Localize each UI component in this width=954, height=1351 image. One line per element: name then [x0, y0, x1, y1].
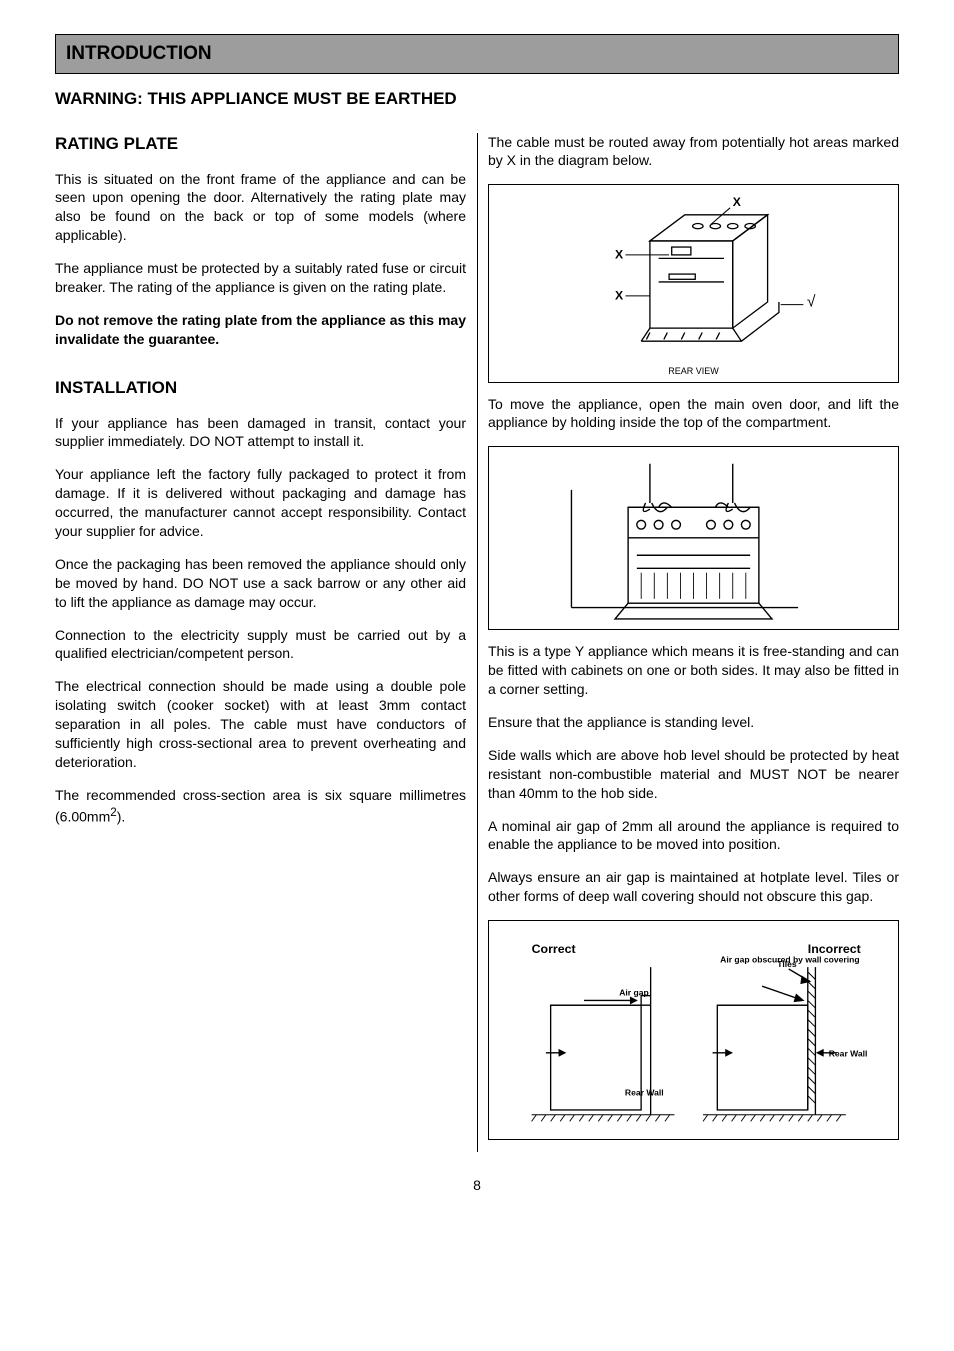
- side-walls-text: Side walls which are above hob level sho…: [488, 746, 899, 803]
- air-gap-text: A nominal air gap of 2mm all around the …: [488, 817, 899, 855]
- column-divider: [477, 133, 478, 1153]
- installation-heading: INSTALLATION: [55, 377, 466, 400]
- rating-plate-p2: The appliance must be protected by a sui…: [55, 259, 466, 297]
- move-appliance-text: To move the appliance, open the main ove…: [488, 395, 899, 433]
- page: INTRODUCTION WARNING: THIS APPLIANCE MUS…: [0, 0, 954, 1225]
- rear-view-caption: REAR VIEW: [497, 365, 890, 377]
- rating-plate-warning: Do not remove the rating plate from the …: [55, 311, 466, 349]
- type-y-text: This is a type Y appliance which means i…: [488, 642, 899, 699]
- installation-p4: Connection to the electricity supply mus…: [55, 626, 466, 664]
- installation-p1: If your appliance has been damaged in tr…: [55, 414, 466, 452]
- svg-text:X: X: [733, 195, 742, 209]
- air-gap-diagram: Correct Incorrect: [488, 920, 899, 1140]
- rear-view-diagram: X X X √ REAR VIEW: [488, 184, 899, 382]
- rating-plate-p1: This is situated on the front frame of t…: [55, 170, 466, 246]
- svg-text:Tiles: Tiles: [777, 959, 797, 969]
- level-text: Ensure that the appliance is standing le…: [488, 713, 899, 732]
- section-header: INTRODUCTION: [55, 34, 899, 74]
- svg-text:√: √: [807, 294, 816, 311]
- installation-p6: The recommended cross-section area is si…: [55, 786, 466, 826]
- rear-view-svg: X X X √: [497, 193, 890, 363]
- right-column: The cable must be routed away from poten…: [488, 133, 899, 1153]
- installation-p3: Once the packaging has been removed the …: [55, 555, 466, 612]
- svg-text:X: X: [615, 248, 624, 262]
- svg-text:Air gap: Air gap: [619, 988, 648, 998]
- warning-heading: WARNING: THIS APPLIANCE MUST BE EARTHED: [55, 88, 899, 111]
- two-column-layout: RATING PLATE This is situated on the fro…: [55, 133, 899, 1153]
- installation-p5: The electrical connection should be made…: [55, 677, 466, 771]
- rating-plate-heading: RATING PLATE: [55, 133, 466, 156]
- svg-text:Correct: Correct: [532, 942, 576, 956]
- left-column: RATING PLATE This is situated on the fro…: [55, 133, 466, 1153]
- lifting-svg: [497, 455, 890, 625]
- installation-p2: Your appliance left the factory fully pa…: [55, 465, 466, 541]
- svg-text:Rear Wall: Rear Wall: [625, 1088, 664, 1098]
- page-number: 8: [55, 1176, 899, 1195]
- svg-text:Rear Wall: Rear Wall: [829, 1049, 868, 1059]
- installation-p6b: ).: [117, 808, 126, 824]
- svg-text:X: X: [615, 289, 624, 303]
- lifting-diagram: [488, 446, 899, 630]
- hotplate-gap-text: Always ensure an air gap is maintained a…: [488, 868, 899, 906]
- air-gap-svg: Correct Incorrect: [497, 929, 890, 1129]
- cable-routing-text: The cable must be routed away from poten…: [488, 133, 899, 171]
